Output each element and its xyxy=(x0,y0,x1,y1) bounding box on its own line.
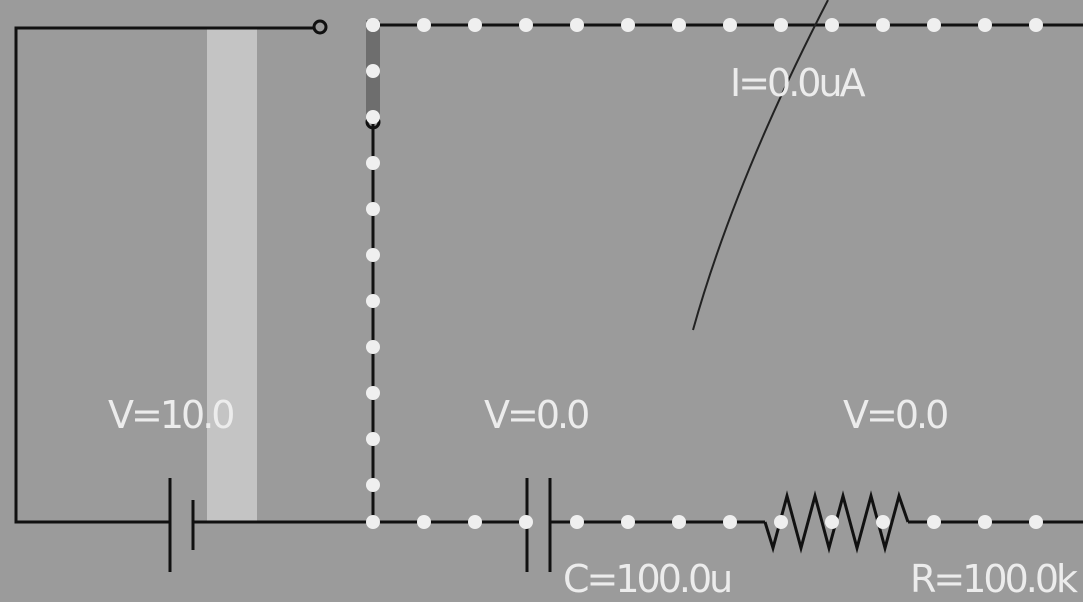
current-dot xyxy=(927,18,941,32)
charge-curve xyxy=(692,0,829,331)
current-dot xyxy=(723,18,737,32)
current-dot xyxy=(1029,515,1043,529)
current-dot xyxy=(825,18,839,32)
current-readout-label: I=0.0uA xyxy=(730,61,866,105)
current-dot xyxy=(621,18,635,32)
current-dot xyxy=(468,18,482,32)
current-dot xyxy=(876,18,890,32)
current-dot xyxy=(366,294,380,308)
capacitor-voltage-label: V=0.0 xyxy=(484,393,588,437)
battery-symbol[interactable] xyxy=(168,478,195,572)
current-dot xyxy=(978,18,992,32)
current-dot xyxy=(774,515,788,529)
current-dot xyxy=(366,478,380,492)
current-dot xyxy=(570,515,584,529)
current-dot xyxy=(672,515,686,529)
current-dot xyxy=(366,64,380,78)
current-dot xyxy=(825,515,839,529)
switch-terminal-left xyxy=(312,19,328,35)
current-dot xyxy=(366,432,380,446)
current-dot xyxy=(417,515,431,529)
current-dot xyxy=(621,515,635,529)
left-loop-wire xyxy=(14,26,373,524)
current-dot xyxy=(366,202,380,216)
current-dot xyxy=(519,515,533,529)
resistor-voltage-label: V=0.0 xyxy=(843,393,947,437)
battery-voltage-label: V=10.0 xyxy=(108,393,233,437)
current-dot xyxy=(723,515,737,529)
current-dot xyxy=(366,156,380,170)
current-dot xyxy=(672,18,686,32)
current-dot xyxy=(366,248,380,262)
current-dot xyxy=(927,515,941,529)
current-dot xyxy=(570,18,584,32)
current-dot xyxy=(366,110,380,124)
current-dot xyxy=(978,515,992,529)
current-dot xyxy=(366,386,380,400)
current-dot xyxy=(519,18,533,32)
current-dot xyxy=(366,515,380,529)
current-dots xyxy=(366,18,1043,529)
capacitance-label: C=100.0u xyxy=(563,557,730,601)
battery-voltage-bar xyxy=(207,28,257,522)
current-dot xyxy=(774,18,788,32)
current-dot xyxy=(366,18,380,32)
current-dot xyxy=(876,515,890,529)
resistance-label: R=100.0k xyxy=(910,557,1078,601)
current-dot xyxy=(366,340,380,354)
current-dot xyxy=(1029,18,1043,32)
current-dot xyxy=(468,515,482,529)
current-dot xyxy=(417,18,431,32)
